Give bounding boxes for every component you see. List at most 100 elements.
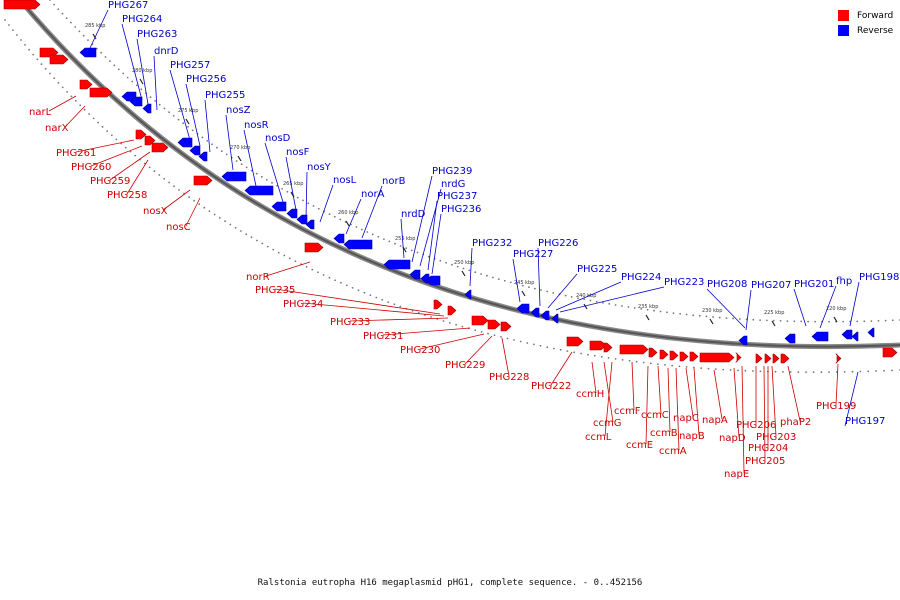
tick-mark <box>771 320 776 327</box>
track-dot <box>539 344 542 347</box>
track-dot <box>49 72 51 75</box>
track-dot <box>296 196 299 199</box>
tick-label: 220 kbp <box>826 306 846 312</box>
track-dot <box>57 8 60 11</box>
leader-phg226 <box>537 247 541 307</box>
reverse-gene-arrow <box>425 275 441 286</box>
track-dot <box>595 300 598 303</box>
gene-label-phg226: PHG226 <box>538 238 578 249</box>
track-dot <box>462 267 465 270</box>
track-dot <box>53 77 56 80</box>
leader-napa <box>713 369 723 420</box>
leader-phg234 <box>302 302 445 317</box>
track-dot <box>148 166 151 169</box>
track-dot <box>312 205 315 207</box>
gene-label-phg205: PHG205 <box>745 456 785 467</box>
gene-label-phg260: PHG260 <box>71 162 111 173</box>
leader-phg237 <box>427 200 438 271</box>
gene-label-phg267: PHG267 <box>108 0 148 11</box>
track-dot <box>793 320 796 323</box>
track-dot <box>779 320 782 322</box>
track-dot <box>198 203 201 206</box>
forward-gene-arrow <box>589 340 607 351</box>
track-dot <box>628 359 631 362</box>
track-dot <box>371 233 374 236</box>
forward-gene-arrow <box>49 54 69 65</box>
track-dot <box>163 177 166 180</box>
track-dot <box>600 355 603 358</box>
reverse-gene-arrow <box>343 239 373 250</box>
track-dot <box>311 268 314 271</box>
leader-phg198 <box>849 281 860 327</box>
track-dot <box>722 368 725 371</box>
track-dot <box>106 130 109 133</box>
gene-label-phg208: PHG208 <box>707 279 747 290</box>
track-dot <box>698 314 701 317</box>
track-dot <box>884 319 887 322</box>
track-dot <box>448 322 451 324</box>
gene-label-ccme: ccmE <box>626 440 653 451</box>
track-dot <box>480 273 482 275</box>
track-dot <box>474 271 477 274</box>
track-dot <box>286 190 289 193</box>
gene-label-ccmb: ccmB <box>650 428 678 439</box>
tick-label: 225 kbp <box>764 310 784 316</box>
track-dot <box>666 311 668 314</box>
tick-label: 255 kbp <box>395 236 415 242</box>
track-dot <box>528 286 530 288</box>
leader-phg203 <box>771 365 777 437</box>
track-dots <box>4 0 900 374</box>
track-dot <box>732 317 734 320</box>
gene-label-nrdg: nrdG <box>441 179 465 190</box>
track-dot <box>113 64 116 67</box>
track-dot <box>863 320 866 323</box>
leader-phg225 <box>547 273 578 309</box>
gene-label-napd: napD <box>719 433 746 444</box>
forward-gene-arrow <box>735 352 742 363</box>
track-dot <box>20 39 22 41</box>
track-dot <box>191 129 194 132</box>
track-dot <box>100 51 102 54</box>
track-dot <box>486 274 488 277</box>
track-dot <box>340 281 342 284</box>
track-dot <box>461 325 464 328</box>
track-dot <box>117 68 120 71</box>
tick-mark <box>521 290 526 297</box>
track-dot <box>92 117 95 120</box>
leader-nrdd <box>400 218 405 259</box>
track-dot <box>394 242 396 245</box>
leader-phg228 <box>501 337 510 377</box>
gene-label-phg198: PHG198 <box>859 272 899 283</box>
reverse-gene-arrow <box>784 333 796 344</box>
gene-label-phg228: PHG228 <box>489 372 529 383</box>
track-dot <box>493 334 496 337</box>
track-dot <box>807 320 809 323</box>
track-dot <box>828 371 830 373</box>
track-dot <box>875 370 877 372</box>
leader-ccmg <box>603 361 614 423</box>
track-dot <box>570 296 573 298</box>
forward-gene-arrow <box>755 353 763 364</box>
track-dot <box>355 226 358 228</box>
track-dot <box>115 138 118 141</box>
leader-phg231 <box>382 327 471 336</box>
tick-mark <box>461 270 466 277</box>
track-dot <box>566 350 569 352</box>
forward-gene-arrow <box>487 319 501 330</box>
leader-phg235 <box>274 288 441 315</box>
track-dot <box>140 88 143 91</box>
gene-label-nape: napE <box>724 469 749 480</box>
tick-mark <box>833 316 838 323</box>
track-dot <box>305 266 308 268</box>
gene-label-phg201: PHG201 <box>794 279 834 290</box>
track-dot <box>608 303 611 305</box>
gene-labels: PHG267 PHG264 PHG263 dnrD PHG257 PHG256 PHG255… <box>29 0 899 480</box>
track-dot <box>369 294 372 296</box>
track-dot <box>851 370 854 373</box>
forward-gene-arrow <box>764 353 772 364</box>
gene-label-phg203: PHG203 <box>756 432 796 443</box>
reverse-gene-arrow <box>177 137 193 148</box>
gene-label-phg227: PHG227 <box>513 249 553 260</box>
leader-nosc <box>185 197 201 227</box>
track-dot <box>487 332 489 335</box>
